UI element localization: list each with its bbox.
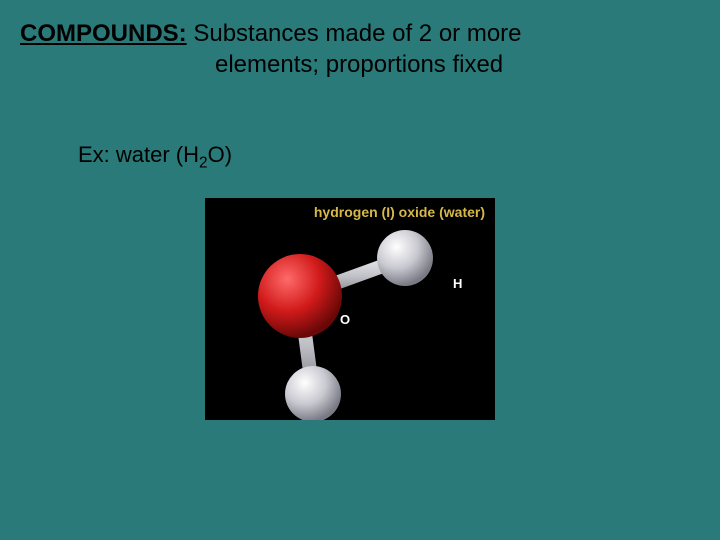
hydrogen-atom-1	[377, 230, 433, 286]
slide-title: COMPOUNDS: Substances made of 2 or more …	[20, 18, 522, 80]
molecule-diagram: hydrogen (I) oxide (water)	[205, 198, 495, 420]
title-definition-1: Substances made of 2 or more	[187, 20, 522, 47]
example-suffix: O)	[208, 142, 232, 167]
hydrogen-atom-2	[285, 366, 341, 420]
label-h: H	[453, 276, 462, 291]
label-o: O	[340, 312, 350, 327]
title-definition-2: elements; proportions fixed	[215, 51, 503, 78]
title-heading: COMPOUNDS:	[20, 20, 187, 47]
oxygen-atom	[258, 254, 342, 338]
example-subscript: 2	[199, 154, 208, 171]
slide: COMPOUNDS: Substances made of 2 or more …	[0, 0, 720, 540]
molecule-svg	[205, 198, 495, 420]
example-prefix: Ex: water (H	[78, 142, 199, 167]
example-text: Ex: water (H2O)	[78, 142, 232, 172]
